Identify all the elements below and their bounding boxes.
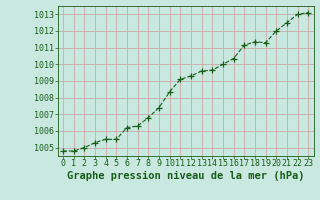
X-axis label: Graphe pression niveau de la mer (hPa): Graphe pression niveau de la mer (hPa) [67,171,304,181]
